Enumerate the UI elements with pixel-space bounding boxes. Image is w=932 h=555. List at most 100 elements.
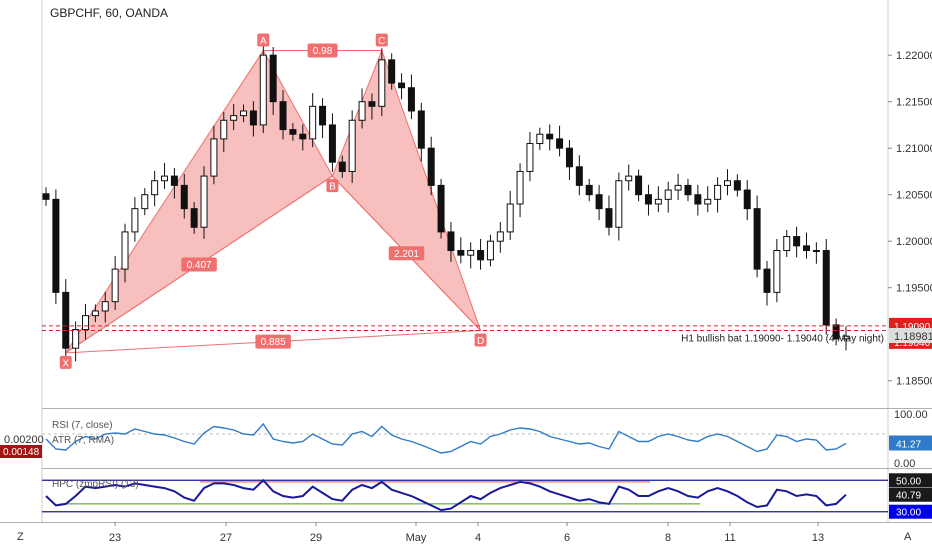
ratio-label: 2.201 (394, 249, 419, 260)
price-tick-label: 1.21500 (896, 97, 932, 109)
atr-indicator-label[interactable]: ATR (7, RMA) (52, 435, 114, 446)
time-tick-label: 11 (724, 532, 735, 544)
candle-body (289, 129, 297, 135)
candle-body (743, 189, 751, 210)
pattern-point-badge[interactable] (59, 355, 72, 369)
candle-body (447, 231, 455, 252)
candle-body (496, 231, 504, 242)
candle-body (723, 180, 731, 186)
candle-body (714, 184, 722, 200)
hpc-series: 50.00 40.79 30.00 (42, 473, 932, 519)
hpc-indicator-label[interactable]: HPC (zmpRSI) (13) (52, 479, 139, 490)
candle-body (506, 203, 514, 233)
candle-body (674, 184, 682, 191)
candle-body (62, 291, 70, 349)
candle-body (753, 208, 761, 270)
rsi-series: 100.00 0.00 41.27 (42, 409, 932, 470)
candle-body (111, 268, 119, 303)
candle-body (269, 54, 277, 103)
candle-body (91, 310, 99, 317)
candle-body (101, 301, 109, 312)
rsi-tick-label: 0.00 (894, 458, 915, 470)
candle-body (141, 194, 149, 210)
candle-body (526, 143, 534, 172)
candle-body (536, 133, 544, 145)
candle-body (368, 101, 376, 107)
candle-body (556, 138, 564, 149)
candle-body (694, 194, 702, 205)
candle-body (328, 124, 336, 163)
candle-body (200, 175, 208, 228)
candle-body (842, 335, 850, 340)
hpc-value-badge (889, 487, 932, 502)
reversal-zone[interactable]: H1 bullish bat 1.19090- 1.19040 (4 May n… (42, 317, 932, 349)
candle-body (240, 110, 248, 117)
ratio-badge[interactable] (181, 257, 217, 272)
candle-body (299, 133, 307, 140)
time-tick-label: 6 (564, 532, 570, 544)
pattern-labels: X A B C D 0.98 0.407 2.201 0.885 (59, 33, 487, 369)
candle-body (151, 180, 159, 196)
candle-body (220, 119, 228, 140)
atr-value-text: 0.00148 (3, 447, 40, 458)
pattern-point-badge[interactable] (326, 179, 339, 193)
pattern-point-badge[interactable] (257, 33, 270, 47)
candle-body (575, 166, 583, 186)
candle-body (388, 59, 396, 84)
timezone-button[interactable]: Z (17, 531, 24, 543)
rsi-tick-label: 100.00 (894, 409, 928, 421)
candle-body (605, 208, 613, 228)
candle-body (704, 198, 712, 205)
candle-body (457, 250, 465, 256)
rsi-value-badge (889, 435, 932, 451)
pattern-point-label: A (260, 36, 267, 47)
pattern-point-badge[interactable] (375, 33, 388, 47)
candle-body (793, 236, 801, 247)
atr-value-badge (0, 445, 42, 458)
ratio-badge[interactable] (255, 334, 291, 349)
hpc-value-badge (889, 504, 932, 519)
candle-body (812, 250, 820, 253)
price-tick-label: 1.21000 (896, 143, 932, 155)
ratio-label: 0.407 (187, 260, 212, 271)
candle-body (546, 133, 554, 140)
rsi-indicator-label[interactable]: RSI (7, close) (52, 420, 113, 431)
ratio-label: 0.885 (261, 337, 286, 348)
pattern-point-label: C (378, 36, 385, 47)
candle-body (486, 240, 494, 261)
candle-body (437, 184, 445, 233)
ratio-badge[interactable] (388, 246, 425, 261)
rsi-line (45, 422, 847, 454)
price-tick-label: 1.20000 (896, 236, 932, 248)
candle-body (832, 324, 840, 340)
candle-body (309, 105, 317, 140)
candle-body (348, 119, 356, 172)
pattern-point-label: X (62, 358, 69, 369)
time-tick-label: May (406, 532, 427, 544)
candle-body (635, 175, 643, 196)
zone-lower-label: 1.19040 (894, 338, 931, 349)
candle-body (477, 250, 485, 261)
current-price-badge (889, 328, 932, 343)
ratio-badge[interactable] (307, 43, 338, 58)
pattern-point-label: D (477, 336, 484, 347)
ratio-label: 0.98 (313, 46, 333, 57)
candle-body (52, 198, 60, 293)
candle-body (42, 193, 50, 200)
candle-body (516, 170, 524, 205)
zone-upper-label: 1.19090 (894, 322, 931, 333)
auto-scale-button[interactable]: A (904, 531, 912, 543)
zone-note-text: H1 bullish bat 1.19090- 1.19040 (4 May n… (681, 334, 884, 345)
current-price-label: 1.18981 (894, 331, 932, 343)
pattern-point-badge[interactable] (474, 333, 487, 347)
candle-body (595, 194, 603, 210)
hpc-pane[interactable] (42, 469, 888, 522)
rsi-pane[interactable] (42, 409, 888, 468)
candle-body (319, 105, 327, 126)
candle-body (82, 315, 90, 331)
candle-body (565, 147, 573, 168)
candle-body (773, 250, 781, 293)
candle-body (664, 189, 672, 200)
candle-body (427, 147, 435, 186)
candle-body (398, 82, 406, 89)
